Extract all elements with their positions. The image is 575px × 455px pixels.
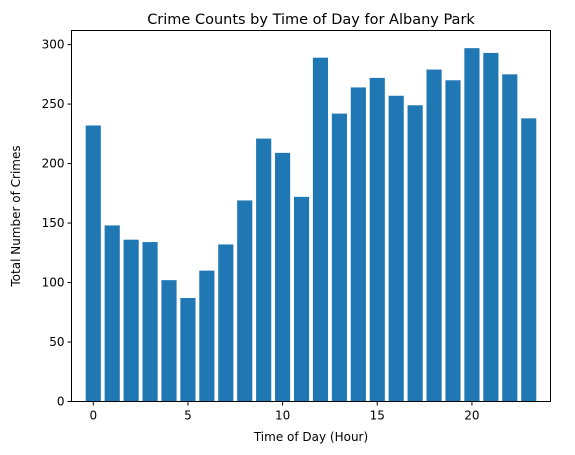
- y-axis-label: Total Number of Crimes: [9, 145, 23, 287]
- y-tick-label: 100: [42, 276, 65, 290]
- x-tick-label: 10: [275, 409, 290, 423]
- bar-hour-19: [445, 80, 461, 402]
- x-tick-label: 5: [184, 409, 192, 423]
- y-tick-label: 150: [42, 216, 65, 230]
- bar-hour-14: [350, 87, 366, 402]
- y-tick-label: 250: [42, 97, 65, 111]
- bar-hour-5: [180, 297, 196, 402]
- bar-hour-4: [161, 280, 177, 402]
- bar-hour-22: [502, 74, 518, 402]
- bar-hour-10: [275, 152, 291, 402]
- bar-hour-12: [312, 57, 329, 402]
- y-tick-label: 50: [49, 335, 64, 349]
- bar-hour-18: [426, 69, 442, 402]
- bar-hour-13: [331, 113, 347, 402]
- y-axis-ticks: 0 50 100 150 200 250 300: [42, 38, 72, 409]
- x-tick-label: 20: [464, 409, 479, 423]
- chart-title: Crime Counts by Time of Day for Albany P…: [147, 12, 475, 28]
- bar-hour-16: [388, 95, 404, 402]
- bar-hour-11: [293, 196, 310, 402]
- x-axis-ticks: 0 5 10 15 20: [89, 401, 480, 423]
- bar-hour-1: [104, 225, 120, 402]
- bar-hour-21: [483, 52, 499, 402]
- bar-hour-20: [464, 48, 480, 402]
- bar-hour-9: [256, 138, 272, 402]
- bar-hour-3: [142, 242, 158, 402]
- bars-group: [85, 48, 537, 402]
- bar-hour-15: [369, 77, 385, 402]
- bar-hour-7: [218, 244, 234, 402]
- x-axis-label: Time of Day (Hour): [253, 430, 368, 444]
- bar-hour-8: [237, 200, 253, 402]
- bar-hour-2: [123, 239, 139, 402]
- x-tick-label: 0: [89, 409, 97, 423]
- y-tick-label: 300: [42, 38, 65, 52]
- bar-hour-0: [85, 125, 101, 402]
- bar-hour-23: [521, 118, 537, 402]
- y-tick-label: 200: [42, 157, 65, 171]
- x-tick-label: 15: [370, 409, 385, 423]
- bar-hour-6: [199, 270, 215, 402]
- plot-frame: [71, 30, 551, 402]
- bar-hour-17: [407, 105, 423, 402]
- y-tick-label: 0: [57, 395, 65, 409]
